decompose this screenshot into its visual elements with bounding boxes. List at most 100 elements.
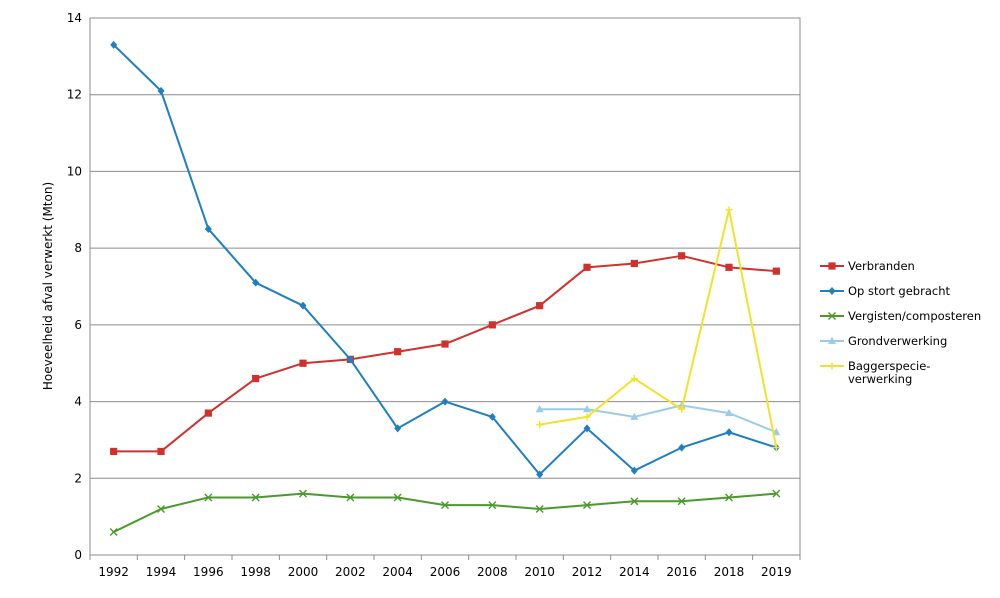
data-point-grondverwerking	[630, 412, 639, 420]
data-point-vergisten-composteren	[299, 489, 307, 498]
legend-swatch-marker	[828, 336, 836, 344]
data-point-vergisten-composteren-stroke	[772, 489, 781, 498]
x-tick-label: 1994	[146, 565, 177, 579]
data-point-verbranden	[725, 263, 733, 271]
data-point-verbranden	[488, 321, 496, 329]
data-point-grondverwerking	[535, 405, 544, 413]
legend-label: Baggerspecie-verwerking	[848, 359, 930, 386]
data-point-verbranden	[441, 340, 449, 348]
data-point-vergisten-composteren-stroke	[204, 493, 213, 502]
data-point-vergisten-composteren	[630, 497, 639, 506]
data-point-verbranden	[678, 252, 686, 260]
data-point-vergisten-composteren-stroke	[488, 501, 497, 510]
legend-swatch-marker	[828, 362, 836, 370]
data-point-verbranden	[299, 359, 307, 367]
legend-swatch-marker	[828, 287, 836, 295]
legend-label-line: Baggerspecie-	[848, 359, 930, 373]
data-point-vergisten-composteren	[251, 493, 260, 502]
data-point-vergisten-composteren	[488, 501, 497, 510]
legend-swatch-marker	[828, 262, 836, 270]
data-point-verbranden	[536, 302, 544, 310]
data-point-baggerspecie-verwerking	[725, 206, 733, 214]
data-point-baggerspecie-verwerking	[772, 444, 780, 452]
y-tick-label: 4	[74, 395, 82, 409]
data-point-baggerspecie-verwerking	[583, 413, 591, 421]
data-point-op-stort-gebracht	[394, 424, 402, 433]
x-tick-label: 2018	[714, 565, 745, 579]
x-tick-label: 2019	[761, 565, 792, 579]
legend-label: Grondverwerking	[848, 334, 947, 348]
x-tick-label: 2016	[666, 565, 697, 579]
data-point-vergisten-composteren-stroke	[630, 497, 639, 506]
x-tick-label: 2008	[477, 565, 508, 579]
data-point-vergisten-composteren-stroke	[583, 501, 591, 510]
data-point-op-stort-gebracht	[583, 424, 591, 433]
legend: Verbranden Op stort gebracht Vergisten/com…	[820, 259, 981, 386]
legend-swatch-marker	[828, 312, 836, 320]
y-tick-label: 12	[67, 88, 82, 102]
y-axis-title: Hoeveelheid afval verwerkt (Mton)	[41, 182, 55, 390]
x-tick-label: 2004	[382, 565, 413, 579]
legend-label-line: Grondverwerking	[848, 334, 947, 348]
data-point-vergisten-composteren	[725, 493, 733, 502]
data-point-op-stort-gebracht	[630, 466, 638, 475]
y-tick-label: 0	[74, 548, 82, 562]
data-point-op-stort-gebracht	[204, 224, 212, 233]
data-point-vergisten-composteren	[393, 493, 402, 502]
data-point-vergisten-composteren	[441, 501, 449, 510]
data-point-op-stort-gebracht	[678, 443, 686, 452]
legend-label: Verbranden	[848, 259, 915, 273]
data-point-vergisten-composteren	[772, 489, 781, 498]
plot-border	[89, 17, 801, 556]
series-line-verbranden	[113, 254, 777, 453]
x-tick-label: 2000	[288, 565, 319, 579]
data-point-vergisten-composteren-stroke	[346, 493, 355, 502]
data-point-vergisten-composteren-stroke	[725, 493, 733, 502]
data-point-grondverwerking	[725, 408, 733, 417]
data-point-baggerspecie-verwerking	[678, 405, 686, 413]
y-tick-label: 6	[74, 318, 82, 332]
data-point-vergisten-composteren-stroke	[157, 504, 165, 513]
x-tick-label: 2006	[430, 565, 461, 579]
x-tick-label: 1998	[240, 565, 271, 579]
data-point-op-stort-gebracht	[299, 301, 307, 310]
data-point-verbranden	[772, 267, 780, 275]
data-point-op-stort-gebracht	[488, 412, 496, 421]
data-point-verbranden	[583, 263, 591, 271]
x-tick-label: 2010	[524, 565, 555, 579]
data-point-vergisten-composteren	[157, 504, 165, 513]
series-line-vergisten-composteren	[113, 492, 777, 533]
x-tick-label: 2002	[335, 565, 366, 579]
data-point-vergisten-composteren-stroke	[299, 489, 307, 498]
data-point-vergisten-composteren	[346, 493, 355, 502]
series-line-baggerspecie-verwerking	[539, 208, 778, 448]
legend-label: Op stort gebracht	[848, 284, 950, 298]
legend-label-line: Vergisten/composteren	[848, 309, 981, 323]
data-point-vergisten-composteren-stroke	[535, 504, 544, 513]
data-point-verbranden	[394, 348, 402, 356]
data-point-vergisten-composteren	[583, 501, 591, 510]
legend-label-line: Op stort gebracht	[848, 284, 950, 298]
x-tick-label: 1996	[193, 565, 224, 579]
data-point-grondverwerking	[677, 401, 686, 409]
data-point-baggerspecie-verwerking	[630, 375, 638, 383]
data-point-op-stort-gebracht	[536, 470, 544, 479]
data-point-vergisten-composteren	[677, 497, 686, 506]
x-tick-label: 2012	[572, 565, 603, 579]
y-tick-label: 10	[67, 164, 82, 178]
data-point-vergisten-composteren	[535, 504, 544, 513]
y-tick-label: 2	[74, 471, 82, 485]
data-point-verbranden	[630, 259, 638, 268]
data-point-verbranden	[204, 409, 212, 417]
x-tick-label: 2014	[619, 565, 650, 579]
data-point-op-stort-gebracht	[157, 86, 165, 95]
data-point-vergisten-composteren	[204, 493, 213, 502]
data-point-verbranden	[110, 447, 118, 456]
data-point-vergisten-composteren-stroke	[441, 501, 449, 510]
plot-area: 0 2 4 6 8 10 12 14 1992 1994 1996 1998 2000 2002 2004 2…	[67, 11, 801, 579]
data-point-vergisten-composteren	[109, 527, 118, 536]
y-axis-title-group: Hoeveelheid afval verwerkt (Mton)	[41, 182, 55, 390]
data-point-grondverwerking	[583, 405, 591, 413]
data-point-op-stort-gebracht	[725, 428, 733, 437]
